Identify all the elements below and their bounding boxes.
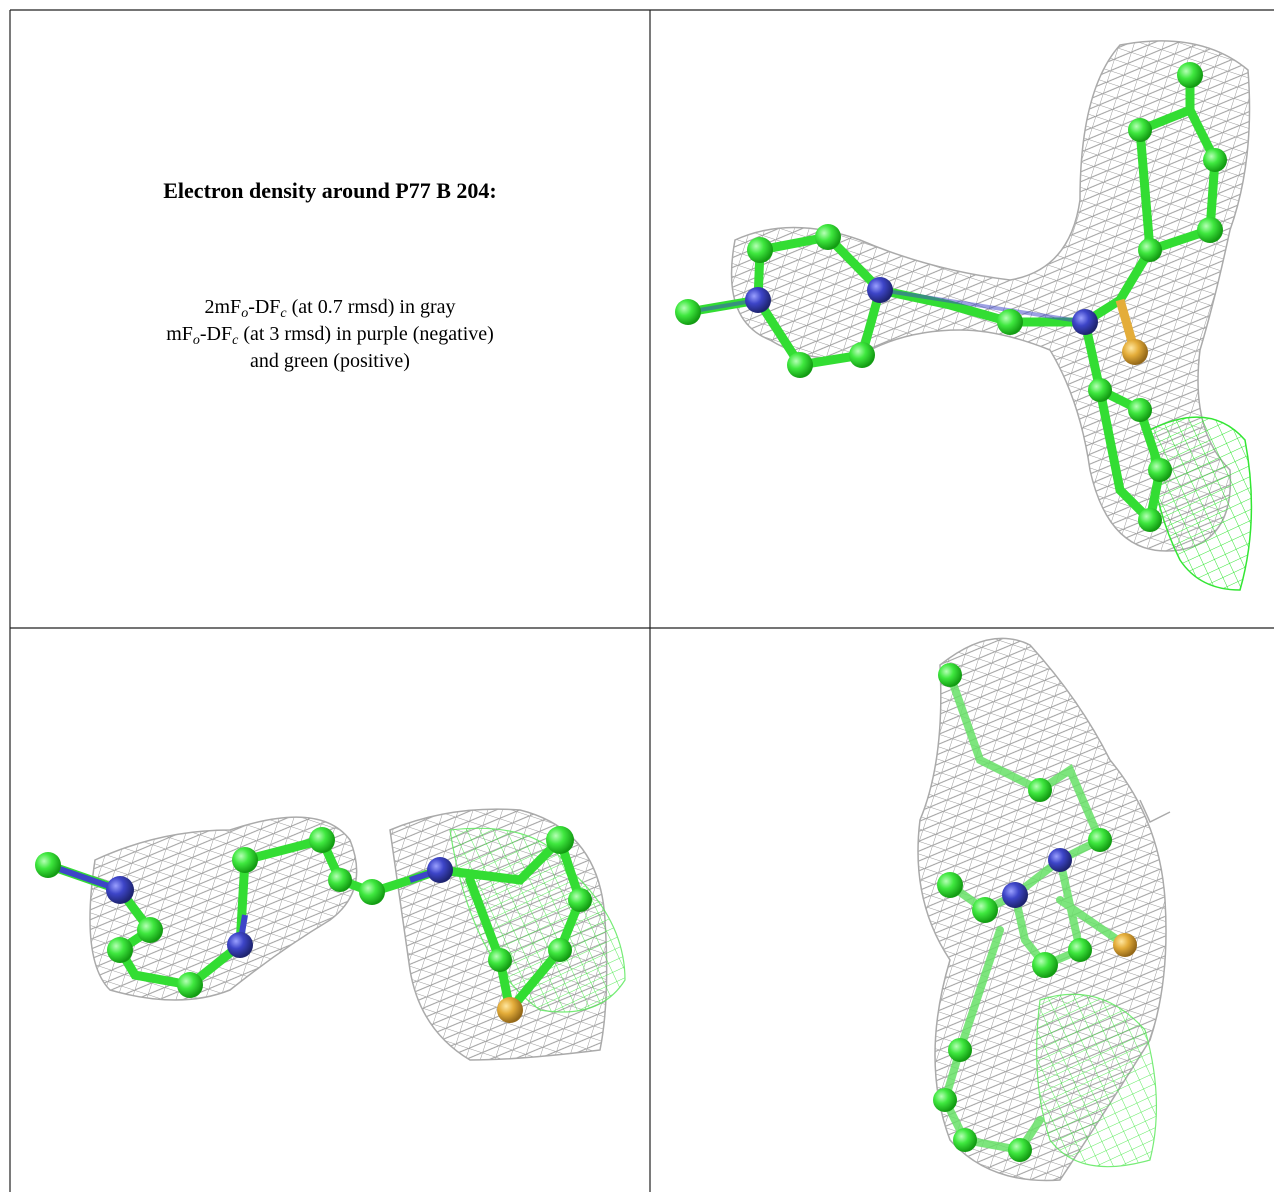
caption-text: (at 0.7 rmsd) in gray [287,296,456,318]
caption-text: 2mF [205,296,242,318]
caption-text: and green (positive) [250,350,410,372]
caption-line: mFo-DFc (at 3 rmsd) in purple (negative) [12,321,648,348]
caption-line: and green (positive) [12,348,648,375]
caption-text: mF [166,323,193,345]
page: Electron density around P77 B 204: 2mFo-… [0,0,1274,1192]
caption: Electron density around P77 B 204: 2mFo-… [12,12,648,626]
subscript: o [193,333,200,348]
density-view-1 [675,41,1251,590]
density-view-3 [918,638,1170,1180]
caption-text: -DF [200,323,232,345]
caption-text: -DF [248,296,280,318]
caption-text: (at 3 rmsd) in purple (negative) [238,323,493,345]
density-view-2 [35,809,625,1060]
caption-line: 2mFo-DFc (at 0.7 rmsd) in gray [12,294,648,321]
caption-title: Electron density around P77 B 204: [12,178,648,204]
